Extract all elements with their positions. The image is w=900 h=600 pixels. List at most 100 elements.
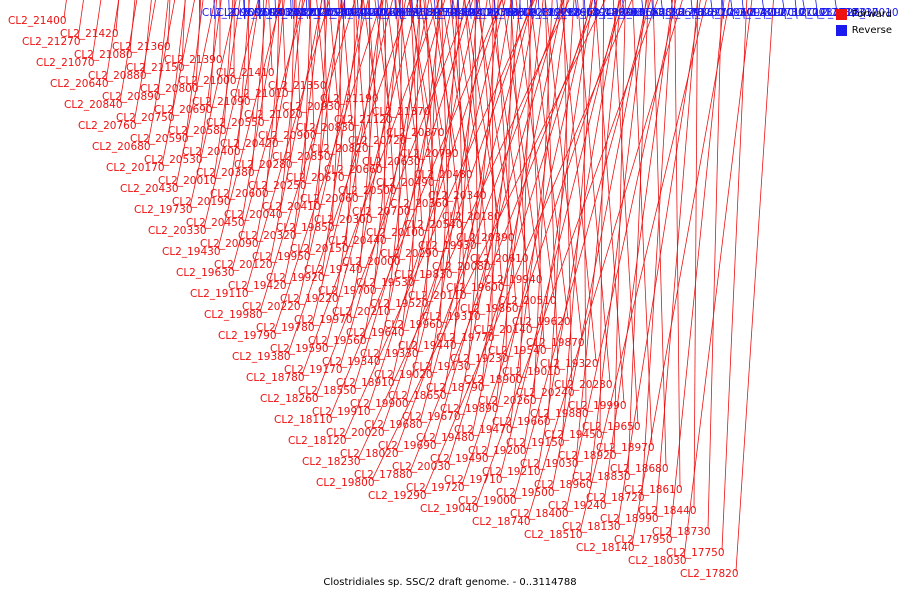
forward-label-connector — [381, 0, 533, 431]
forward-gene-label: CL2_18400 — [510, 508, 569, 520]
forward-label-connector — [339, 0, 446, 368]
forward-gene-label: CL2_20060 — [300, 193, 359, 205]
forward-gene-label: CL2_18440 — [638, 505, 697, 517]
forward-label-connector — [423, 0, 633, 494]
forward-gene-label: CL2_19230 — [450, 353, 509, 365]
forward-gene-label: CL2_19020 — [374, 369, 433, 381]
forward-gene-label: CL2_19040 — [420, 503, 479, 515]
forward-gene-label: CL2_20690 — [154, 104, 213, 116]
reverse-gene-label: CL2_19550 — [415, 7, 474, 19]
forward-label-connector — [474, 0, 479, 315]
forward-gene-label: CL2_19030 — [520, 458, 579, 470]
forward-label-connector — [613, 0, 626, 454]
forward-gene-label: CL2_21080 — [74, 49, 133, 61]
reverse-gene-label: CL2_17730 — [746, 7, 805, 19]
reverse-gene-label: CL2_17960 — [695, 7, 754, 19]
forward-gene-label: CL2_19670 — [402, 411, 461, 423]
forward-label-connector — [411, 0, 421, 281]
forward-gene-label: CL2_20670 — [286, 172, 345, 184]
forward-label-connector — [425, 0, 439, 302]
forward-gene-label: CL2_19200 — [468, 445, 527, 457]
forward-label-connector — [436, 0, 461, 223]
forward-gene-label: CL2_19950 — [252, 251, 311, 263]
label-connectors — [63, 0, 839, 572]
forward-gene-label: CL2_20440 — [328, 235, 387, 247]
forward-gene-label: CL2_18780 — [246, 372, 305, 384]
forward-label-connector — [401, 0, 443, 331]
forward-gene-label: CL2_20280 — [234, 159, 293, 171]
forward-gene-label: CL2_19960 — [384, 319, 443, 331]
forward-label-connector — [441, 0, 451, 273]
forward-label-connector — [447, 0, 593, 465]
forward-gene-label: CL2_20240 — [516, 387, 575, 399]
forward-gene-label: CL2_20530 — [144, 154, 203, 166]
feature-labels: CL2_21400CL2_21420CL2_21360CL2_21390CL2_… — [8, 7, 899, 580]
reverse-gene-label: CL2_19370 — [455, 7, 514, 19]
forward-label-connector — [367, 0, 503, 410]
forward-gene-label: CL2_19990 — [568, 400, 627, 412]
forward-gene-label: CL2_19740 — [304, 264, 363, 276]
forward-gene-label: CL2_20870 — [386, 127, 445, 139]
forward-gene-label: CL2_18740 — [472, 516, 531, 528]
forward-label-connector — [495, 0, 544, 407]
forward-gene-label: CL2_18610 — [624, 484, 683, 496]
reverse-gene-label: CL2_20130 — [361, 7, 420, 19]
forward-label-connector — [321, 0, 363, 276]
forward-label-connector — [655, 0, 698, 517]
forward-label-connector — [481, 0, 521, 386]
forward-gene-label: CL2_19970 — [294, 314, 353, 326]
reverse-gene-label: CL2_19250 — [523, 7, 582, 19]
forward-label-connector — [255, 0, 301, 242]
forward-gene-label: CL2_20450 — [186, 217, 245, 229]
forward-gene-label: CL2_18260 — [260, 393, 319, 405]
forward-label-connector — [544, 0, 583, 341]
forward-gene-label: CL2_20390 — [456, 232, 515, 244]
forward-gene-label: CL2_20210 — [332, 306, 391, 318]
forward-label-connector — [599, 0, 605, 433]
forward-gene-label: CL2_18550 — [298, 385, 357, 397]
forward-gene-label: CL2_19910 — [312, 406, 371, 418]
forward-label-connector — [189, 0, 237, 208]
forward-label-connector — [560, 0, 597, 362]
forward-gene-label: CL2_21190 — [320, 93, 379, 105]
forward-gene-label: CL2_20300 — [314, 214, 373, 226]
forward-gene-label: CL2_18720 — [586, 492, 645, 504]
forward-label-connector — [311, 0, 393, 326]
forward-gene-label: CL2_21010 — [230, 88, 289, 100]
forward-label-connector — [373, 0, 402, 289]
forward-gene-label: CL2_19340 — [322, 356, 381, 368]
reverse-gene-label: CL2_21310 — [247, 7, 306, 19]
reverse-gene-label: CL2_19350 — [461, 7, 520, 19]
forward-label-connector — [269, 0, 323, 263]
reverse-gene-label: CL2_20070 — [347, 7, 406, 19]
forward-gene-label: CL2_20880 — [88, 70, 147, 82]
forward-label-connector — [515, 0, 555, 299]
forward-gene-label: CL2_20840 — [64, 99, 123, 111]
forward-label-connector — [475, 0, 658, 507]
forward-gene-label: CL2_19010 — [502, 366, 561, 378]
reverse-gene-label: CL2_20950 — [217, 7, 276, 19]
forward-label-connector — [529, 0, 569, 320]
forward-gene-label: CL2_20700 — [352, 206, 411, 218]
forward-gene-label: CL2_19850 — [276, 222, 335, 234]
forward-gene-label: CL2_18140 — [576, 542, 635, 554]
forward-label-connector — [203, 0, 259, 229]
forward-gene-label: CL2_20340 — [428, 190, 487, 202]
forward-label-connector — [693, 0, 698, 509]
forward-gene-label: CL2_19000 — [458, 495, 517, 507]
reverse-gene-label: CL2_17700 — [767, 7, 826, 19]
forward-gene-label: CL2_18120 — [288, 435, 347, 447]
reverse-gene-label: CL2_19460 — [420, 7, 479, 19]
forward-gene-label: CL2_19710 — [444, 474, 503, 486]
reverse-gene-label: CL2_18820 — [626, 7, 685, 19]
forward-label-connector — [369, 0, 371, 218]
reverse-gene-label: CL2_20460 — [328, 7, 387, 19]
forward-gene-label: CL2_21420 — [60, 28, 119, 40]
forward-label-connector — [315, 0, 470, 397]
forward-gene-label: CL2_20540 — [404, 219, 463, 231]
forward-gene-label: CL2_19640 — [346, 327, 405, 339]
reverse-gene-label: CL2_18670 — [646, 7, 705, 19]
reverse-gene-label: CL2_20730 — [278, 7, 337, 19]
forward-gene-label: CL2_20010 — [158, 175, 217, 187]
forward-gene-label: CL2_20140 — [474, 324, 533, 336]
